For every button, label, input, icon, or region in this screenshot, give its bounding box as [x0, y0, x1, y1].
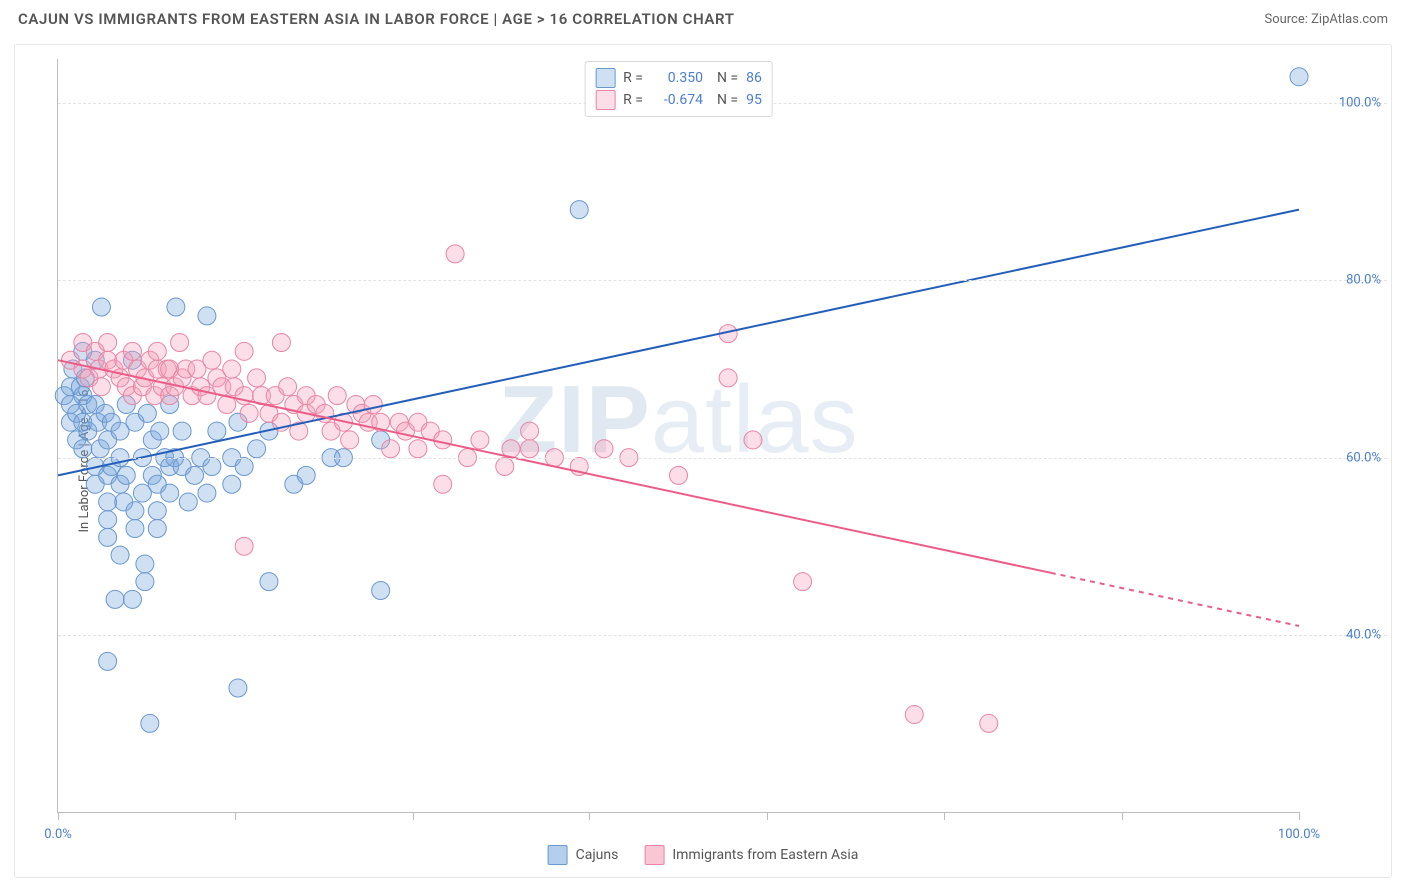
header: CAJUN VS IMMIGRANTS FROM EASTERN ASIA IN… [0, 0, 1406, 34]
legend-item-immigrants: Immigrants from Eastern Asia [644, 845, 858, 865]
swatch-immigrants [595, 90, 615, 110]
plot-area: ZIPatlas R = 0.350 N = 86 R = -0.674 N =… [57, 59, 1299, 813]
legend-item-cajuns: Cajuns [548, 845, 619, 865]
legend-row-immigrants: R = -0.674 N = 95 [595, 89, 762, 111]
swatch-cajuns [595, 68, 615, 88]
correlation-legend: R = 0.350 N = 86 R = -0.674 N = 95 [584, 61, 773, 117]
lines-layer [58, 59, 1299, 812]
chart-title: CAJUN VS IMMIGRANTS FROM EASTERN ASIA IN… [18, 10, 735, 28]
swatch-cajuns-icon [548, 845, 568, 865]
chart-container: In Labor Force | Age > 16 ZIPatlas R = 0… [14, 44, 1392, 878]
series-legend: Cajuns Immigrants from Eastern Asia [548, 845, 859, 865]
swatch-immigrants-icon [644, 845, 664, 865]
legend-row-cajuns: R = 0.350 N = 86 [595, 67, 762, 89]
source-label: Source: ZipAtlas.com [1264, 12, 1388, 27]
